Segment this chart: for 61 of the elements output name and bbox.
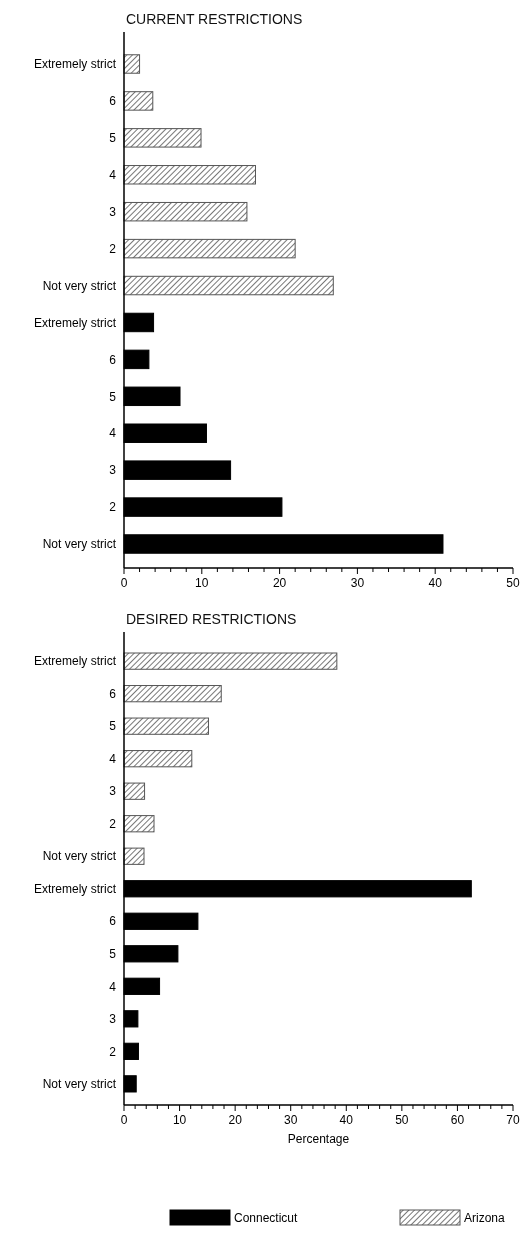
legend-label: Arizona bbox=[464, 1211, 506, 1226]
x-axis-title: Percentage bbox=[287, 1132, 350, 1146]
y-tick-label: Extremely strict bbox=[33, 881, 117, 896]
y-tick-label: Extremely strict bbox=[33, 315, 117, 330]
y-tick-label: 6 bbox=[109, 914, 117, 929]
y-tick-label: 3 bbox=[109, 1012, 117, 1027]
bar bbox=[123, 847, 145, 865]
x-tick-label: 40 bbox=[428, 576, 443, 590]
y-tick-label: 3 bbox=[109, 463, 117, 478]
bar bbox=[123, 128, 202, 148]
y-tick-label: 5 bbox=[109, 946, 117, 961]
bar bbox=[123, 717, 209, 735]
x-tick-label: 50 bbox=[395, 1113, 409, 1127]
x-tick-label: 30 bbox=[284, 1113, 298, 1127]
y-tick-label: 4 bbox=[109, 426, 117, 441]
x-tick-label: 50 bbox=[506, 576, 520, 590]
y-tick-label: 5 bbox=[109, 131, 117, 146]
bar bbox=[123, 750, 193, 768]
y-tick-label: 3 bbox=[109, 204, 117, 219]
x-tick-label: 0 bbox=[120, 1113, 128, 1127]
bar bbox=[123, 201, 248, 222]
x-tick-label: 20 bbox=[228, 1113, 243, 1127]
x-tick-label: 0 bbox=[120, 576, 128, 590]
y-tick-label: Extremely strict bbox=[33, 654, 117, 669]
bar bbox=[123, 652, 338, 670]
y-tick-label: Not very strict bbox=[42, 278, 117, 293]
y-tick-label: 2 bbox=[109, 1044, 117, 1059]
y-tick-label: 2 bbox=[109, 241, 117, 256]
chart-title: DESIRED RESTRICTIONS bbox=[126, 611, 297, 627]
y-tick-label: Not very strict bbox=[42, 849, 117, 864]
bar bbox=[123, 54, 141, 74]
y-tick-label: 3 bbox=[109, 784, 117, 799]
y-tick-label: 4 bbox=[109, 979, 117, 994]
x-tick-label: 40 bbox=[339, 1113, 354, 1127]
y-tick-label: 5 bbox=[109, 389, 117, 404]
y-tick-label: 2 bbox=[109, 500, 117, 515]
bar bbox=[123, 782, 146, 800]
y-tick-label: 6 bbox=[109, 94, 117, 109]
bar bbox=[123, 91, 154, 111]
y-tick-label: 5 bbox=[109, 719, 117, 734]
legend-label: Connecticut bbox=[234, 1211, 299, 1226]
y-tick-label: 2 bbox=[109, 816, 117, 831]
y-tick-label: 6 bbox=[109, 686, 117, 701]
x-tick-label: 10 bbox=[172, 1113, 187, 1127]
chart-title: CURRENT RESTRICTIONS bbox=[126, 11, 303, 27]
x-tick-label: 20 bbox=[272, 576, 287, 590]
x-tick-label: 60 bbox=[450, 1113, 465, 1127]
bar bbox=[123, 238, 296, 259]
x-tick-label: 10 bbox=[195, 576, 209, 590]
y-tick-label: 4 bbox=[109, 167, 117, 182]
x-tick-label: 70 bbox=[506, 1113, 520, 1127]
y-tick-label: Extremely strict bbox=[33, 57, 117, 72]
y-tick-label: Not very strict bbox=[42, 1077, 117, 1092]
bar bbox=[123, 685, 222, 703]
y-tick-label: 6 bbox=[109, 352, 117, 367]
y-tick-label: Not very strict bbox=[42, 537, 117, 552]
bar bbox=[123, 275, 334, 296]
bar bbox=[123, 815, 155, 833]
bar bbox=[123, 165, 256, 185]
y-tick-label: 4 bbox=[109, 751, 117, 766]
x-tick-label: 30 bbox=[350, 576, 365, 590]
